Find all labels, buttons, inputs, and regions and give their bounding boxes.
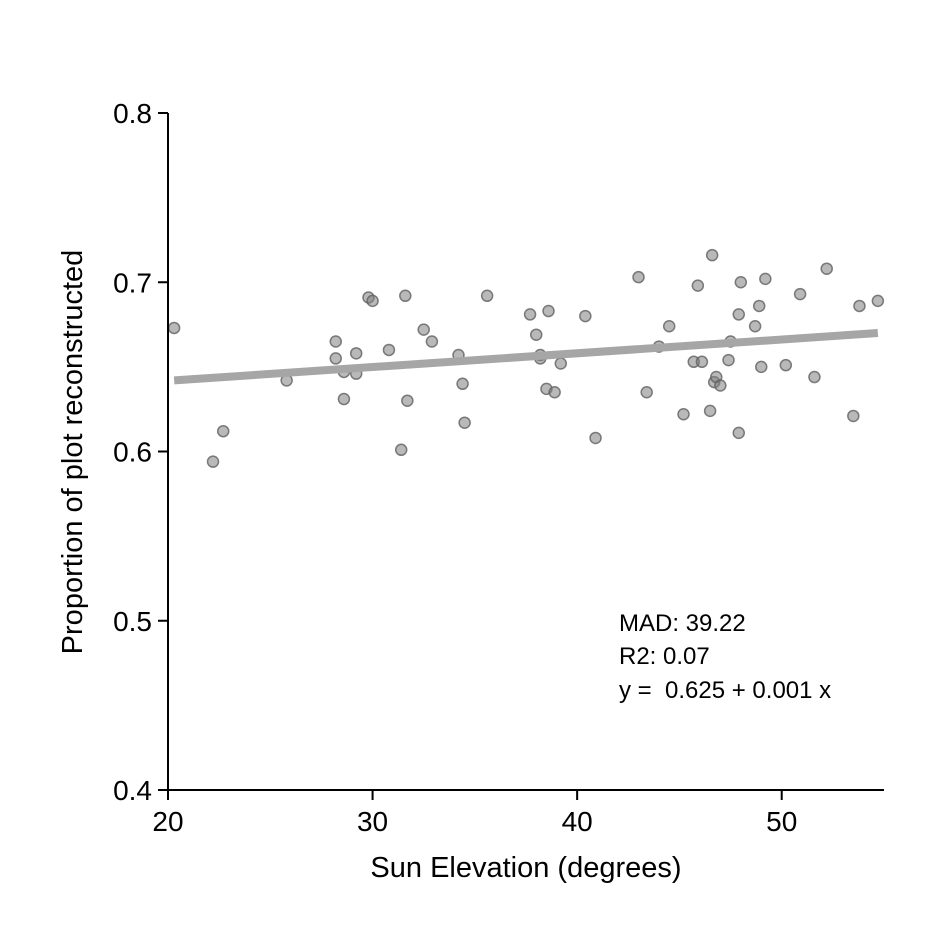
data-point	[456, 377, 469, 391]
data-point	[529, 328, 543, 341]
data-point	[542, 304, 555, 318]
x-tick-label: 40	[562, 806, 593, 837]
annotation-box: MAD: 39.22 R2: 0.07 y = 0.625 + 0.001 x	[619, 610, 831, 704]
y-tick-label: 0.4	[113, 775, 152, 806]
data-point	[458, 416, 471, 429]
data-point	[714, 379, 727, 392]
data-point	[755, 360, 768, 374]
data-point	[871, 294, 885, 308]
data-point	[748, 320, 762, 333]
data-point	[216, 424, 230, 438]
data-point	[349, 347, 363, 360]
y-tick-label: 0.6	[113, 437, 152, 468]
data-point	[366, 294, 379, 308]
data-point	[640, 386, 653, 399]
y-tick-label: 0.7	[113, 267, 152, 298]
data-point	[677, 408, 690, 421]
data-point	[691, 279, 705, 292]
data-point	[399, 289, 412, 303]
x-axis-label: Sun Elevation (degrees)	[370, 852, 681, 884]
data-point	[548, 386, 561, 399]
data-point	[820, 262, 833, 275]
data-point	[752, 299, 766, 313]
y-axis-label: Proportion of plot reconstructed	[57, 250, 89, 655]
data-point	[554, 357, 568, 370]
y-tick-label: 0.8	[113, 98, 152, 129]
annotation-mad: MAD: 39.22	[619, 610, 746, 637]
data-point	[579, 309, 592, 323]
data-point	[523, 308, 537, 321]
y-axis-ticks: 0.4 0.5 0.6 0.7 0.8	[113, 98, 168, 806]
data-point	[734, 276, 748, 289]
data-point	[779, 358, 793, 372]
x-tick-label: 50	[766, 806, 797, 837]
data-point	[722, 353, 735, 367]
data-point	[759, 272, 772, 286]
data-point	[662, 320, 676, 333]
data-point	[853, 299, 866, 313]
data-point	[705, 248, 719, 262]
trendline	[173, 329, 879, 385]
x-tick-label: 20	[152, 806, 183, 837]
data-point	[425, 335, 439, 348]
data-point	[329, 352, 342, 365]
data-point	[847, 409, 860, 423]
data-point	[732, 308, 746, 321]
data-point	[632, 270, 645, 284]
annotation-equation: y = 0.625 + 0.001 x	[619, 677, 831, 704]
data-point	[382, 343, 396, 357]
data-point	[329, 335, 342, 348]
data-point	[394, 443, 408, 457]
data-point	[480, 289, 494, 303]
data-point	[401, 394, 414, 407]
y-tick-label: 0.5	[113, 606, 152, 637]
x-tick-label: 30	[357, 806, 388, 837]
data-point	[337, 392, 351, 406]
trendline-group	[173, 329, 879, 385]
data-point	[206, 455, 220, 468]
data-point	[167, 321, 181, 335]
data-point	[695, 355, 709, 369]
data-point	[703, 404, 717, 418]
data-point	[589, 431, 602, 445]
data-point	[417, 323, 430, 336]
data-point	[793, 287, 807, 301]
data-point	[732, 426, 746, 440]
annotation-r2: R2: 0.07	[619, 643, 710, 670]
x-axis-ticks: 20 30 40 50	[152, 790, 797, 837]
data-point	[808, 370, 821, 384]
